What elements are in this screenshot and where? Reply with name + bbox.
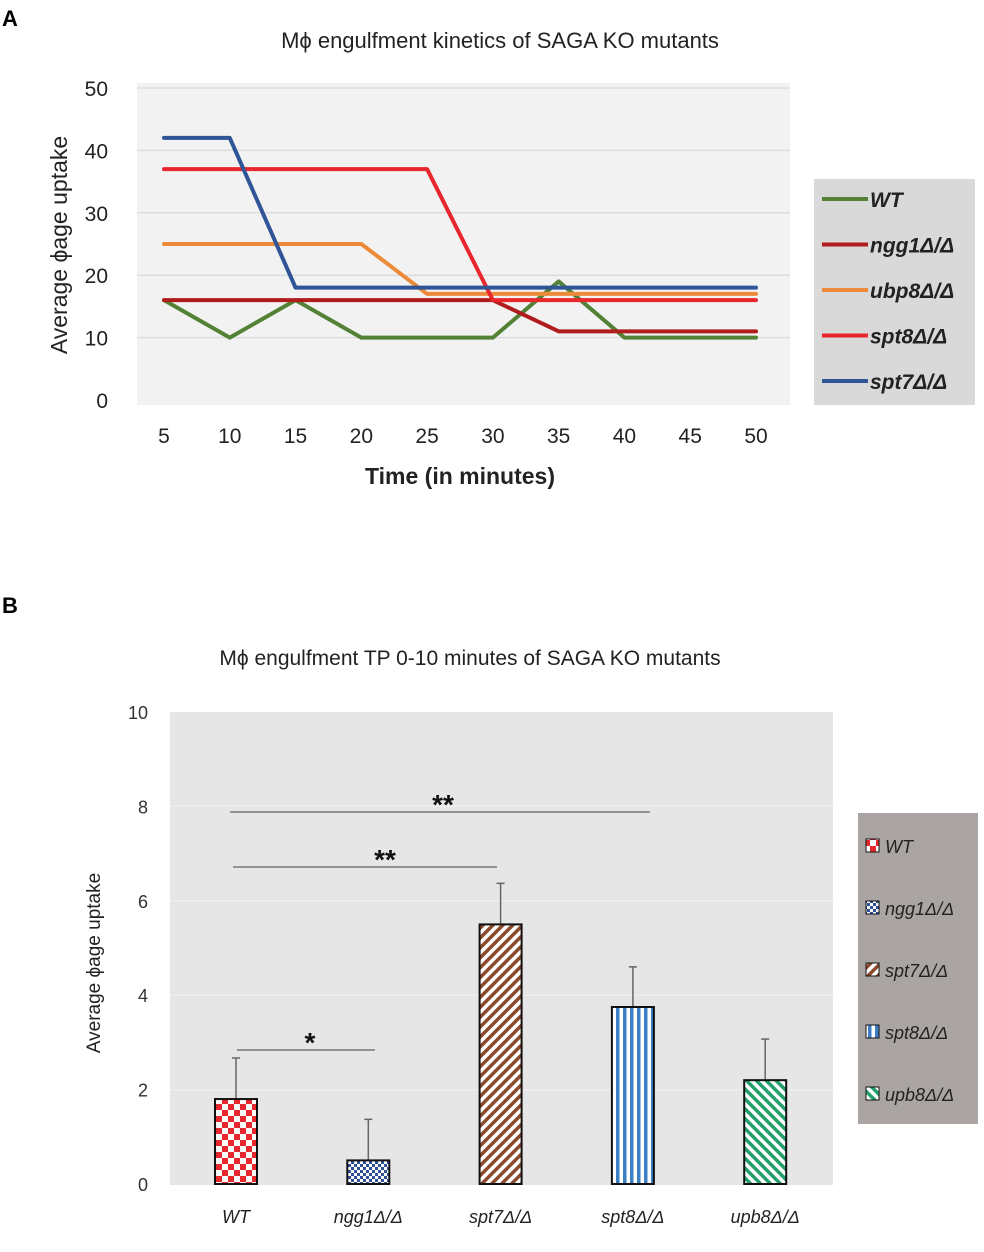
chart-a-title: Mϕ engulfment kinetics of SAGA KO mutant… [281,28,719,53]
series-line-2 [162,242,758,296]
x-tick-label: spt7Δ/Δ [469,1207,532,1227]
bar-0 [214,1098,258,1186]
chart-b-ylabel: Average ϕage uptake [84,873,105,1053]
x-tick-label: 10 [218,425,241,448]
bar-2 [478,923,523,1186]
y-tick-label: 0 [138,1175,148,1195]
bar-1 [346,1159,391,1186]
y-tick-label: 10 [85,328,108,351]
x-tick-label: 25 [415,425,438,448]
x-tick-label: 5 [158,425,170,448]
bar-3 [610,1006,655,1185]
legend-swatch [865,900,880,915]
significance-label: * [305,1027,316,1058]
legend-label: spt7Δ/Δ [870,371,947,394]
legend-label: ngg1Δ/Δ [870,235,954,258]
legend-swatch [865,838,880,853]
series-line-4 [162,135,758,290]
y-tick-label: 50 [85,78,108,101]
panel-label-b: B [2,593,18,618]
bar-4 [743,1079,788,1186]
x-tick-label: upb8Δ/Δ [731,1207,800,1227]
y-tick-label: 6 [138,892,148,912]
y-tick-label: 8 [138,797,148,817]
legend-swatch [865,1024,880,1039]
significance-label: ** [432,789,454,820]
x-tick-label: 20 [350,425,373,448]
y-tick-label: 2 [138,1081,148,1101]
legend-label: ngg1Δ/Δ [885,899,954,919]
x-tick-label: 50 [744,425,767,448]
legend-label: spt8Δ/Δ [885,1023,948,1043]
chart-a-ylabel: Average ϕage uptake [46,136,72,354]
x-tick-label: 40 [613,425,636,448]
legend-swatch [865,962,880,977]
legend-swatch [865,1086,880,1101]
series-line-0 [162,279,758,340]
y-tick-label: 10 [128,703,148,723]
legend-label: ubp8Δ/Δ [870,280,954,303]
panel-label-a: A [2,6,18,31]
chart-b-title: Mϕ engulfment TP 0-10 minutes of SAGA KO… [219,647,720,670]
series-line-1 [162,298,758,334]
x-tick-label: 15 [284,425,307,448]
significance-label: ** [374,844,396,875]
legend-label: WT [885,837,915,857]
x-tick-label: spt8Δ/Δ [601,1207,664,1227]
legend-label: spt7Δ/Δ [885,961,948,981]
y-tick-label: 0 [96,390,108,413]
x-tick-label: ngg1Δ/Δ [334,1207,403,1227]
x-tick-label: WT [222,1207,252,1227]
y-tick-label: 20 [85,265,108,288]
series-line-3 [162,167,758,303]
y-tick-label: 4 [138,986,148,1006]
legend-label: spt8Δ/Δ [870,326,947,349]
x-tick-label: 35 [547,425,570,448]
x-tick-label: 45 [679,425,702,448]
legend-label: upb8Δ/Δ [885,1085,954,1105]
x-tick-label: 30 [481,425,504,448]
legend-label: WT [870,189,905,212]
y-tick-label: 30 [85,203,108,226]
y-tick-label: 40 [85,140,108,163]
chart-a-xlabel: Time (in minutes) [365,463,555,489]
